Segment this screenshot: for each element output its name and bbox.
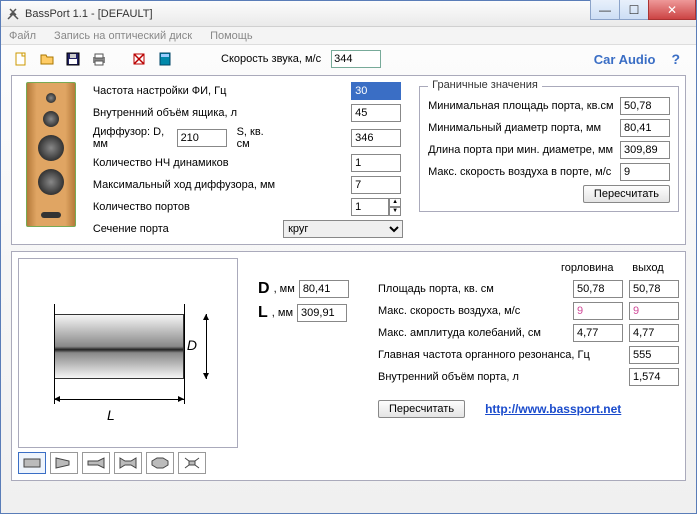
- tuning-freq-label: Частота настройки ФИ, Гц: [93, 85, 275, 97]
- diffuser-s-input[interactable]: [351, 129, 401, 147]
- limits-recalc-button[interactable]: Пересчитать: [583, 185, 670, 203]
- port-diagram: L D: [18, 258, 238, 448]
- menu-burn[interactable]: Запись на оптический диск: [54, 30, 192, 42]
- shape-tab-tube[interactable]: [18, 452, 46, 474]
- amp-throat[interactable]: [573, 324, 623, 342]
- port-area-label: Площадь порта, кв. см: [378, 283, 567, 295]
- titlebar: BassPort 1.1 - [DEFAULT] — ☐ ✕: [1, 1, 696, 27]
- input-params: Частота настройки ФИ, Гц Внутренний объё…: [93, 82, 411, 238]
- delete-button[interactable]: [129, 49, 149, 69]
- port-vol-value[interactable]: [629, 368, 679, 386]
- max-v-label: Макс. скорость воздуха в порте, м/с: [428, 166, 611, 178]
- drivers-count-input[interactable]: [351, 154, 401, 172]
- help-button[interactable]: ?: [671, 51, 680, 67]
- app-icon: [5, 6, 21, 22]
- ports-spin-down[interactable]: ▼: [389, 207, 401, 216]
- bassport-link[interactable]: http://www.bassport.net: [485, 402, 621, 416]
- diffuser-s-label: S, кв. см: [237, 126, 276, 150]
- vmax-throat[interactable]: [573, 302, 623, 320]
- diagram-l-label: L: [107, 407, 115, 423]
- vmax-label: Макс. скорость воздуха, м/с: [378, 305, 567, 317]
- ports-count-input[interactable]: [351, 198, 389, 216]
- tuning-freq-input[interactable]: [351, 82, 401, 100]
- new-file-button[interactable]: [11, 49, 31, 69]
- menu-help[interactable]: Помощь: [210, 30, 253, 42]
- results-recalc-button[interactable]: Пересчитать: [378, 400, 465, 418]
- amp-label: Макс. амплитуда колебаний, см: [378, 327, 567, 339]
- hdr-throat: горловина: [561, 262, 611, 274]
- shape-tab-double2[interactable]: [146, 452, 174, 474]
- min-area-label: Минимальная площадь порта, кв.см: [428, 100, 613, 112]
- car-audio-link[interactable]: Car Audio: [594, 52, 656, 67]
- xmax-label: Максимальный ход диффузора, мм: [93, 179, 275, 191]
- l-label: L: [258, 304, 268, 322]
- menubar: Файл Запись на оптический диск Помощь: [1, 27, 696, 45]
- min-diam-value[interactable]: [620, 119, 670, 137]
- window-title: BassPort 1.1 - [DEFAULT]: [25, 8, 153, 20]
- len-min-value[interactable]: [620, 141, 670, 159]
- organ-label: Главная частота органного резонанса, Гц: [378, 349, 623, 361]
- menu-file[interactable]: Файл: [9, 30, 36, 42]
- xmax-input[interactable]: [351, 176, 401, 194]
- port-section-label: Сечение порта: [93, 223, 275, 235]
- open-file-button[interactable]: [37, 49, 57, 69]
- ports-spin-up[interactable]: ▲: [389, 198, 401, 207]
- drivers-count-label: Количество НЧ динамиков: [93, 157, 275, 169]
- diffuser-d-label: Диффузор: D, мм: [93, 126, 173, 150]
- box-volume-input[interactable]: [351, 104, 401, 122]
- len-min-label: Длина порта при мин. диаметре, мм: [428, 144, 613, 156]
- port-area-throat[interactable]: [573, 280, 623, 298]
- save-button[interactable]: [63, 49, 83, 69]
- speaker-preview: [18, 82, 85, 238]
- diagram-d-label: D: [187, 337, 197, 353]
- port-area-exit[interactable]: [629, 280, 679, 298]
- d-label: D: [258, 280, 270, 298]
- port-section-select[interactable]: круг: [283, 220, 403, 238]
- maximize-button[interactable]: ☐: [619, 0, 649, 20]
- min-diam-label: Минимальный диаметр порта, мм: [428, 122, 601, 134]
- amp-exit[interactable]: [629, 324, 679, 342]
- print-button[interactable]: [89, 49, 109, 69]
- min-area-value[interactable]: [620, 97, 670, 115]
- max-v-value[interactable]: [620, 163, 670, 181]
- calc-button[interactable]: [155, 49, 175, 69]
- shape-tab-flare2[interactable]: [82, 452, 110, 474]
- shape-tab-flare1[interactable]: [50, 452, 78, 474]
- shape-tabs: [18, 452, 248, 474]
- limits-fieldset: Граничные значения Минимальная площадь п…: [419, 86, 679, 212]
- vmax-exit[interactable]: [629, 302, 679, 320]
- organ-value[interactable]: [629, 346, 679, 364]
- close-button[interactable]: ✕: [648, 0, 696, 20]
- shape-tab-double1[interactable]: [114, 452, 142, 474]
- hdr-exit: выход: [623, 262, 673, 274]
- d-unit: , мм: [274, 283, 295, 295]
- l-unit: , мм: [272, 307, 293, 319]
- minimize-button[interactable]: —: [590, 0, 620, 20]
- sound-speed-label: Скорость звука, м/с: [221, 53, 321, 65]
- d-input[interactable]: [299, 280, 349, 298]
- ports-count-label: Количество портов: [93, 201, 275, 213]
- sound-speed-input[interactable]: [331, 50, 381, 68]
- toolbar: Скорость звука, м/с Car Audio ?: [1, 45, 696, 73]
- diffuser-d-input[interactable]: [177, 129, 227, 147]
- limits-legend: Граничные значения: [428, 79, 542, 91]
- box-volume-label: Внутренний объём ящика, л: [93, 107, 275, 119]
- port-vol-label: Внутренний объём порта, л: [378, 371, 623, 383]
- l-input[interactable]: [297, 304, 347, 322]
- shape-tab-double3[interactable]: [178, 452, 206, 474]
